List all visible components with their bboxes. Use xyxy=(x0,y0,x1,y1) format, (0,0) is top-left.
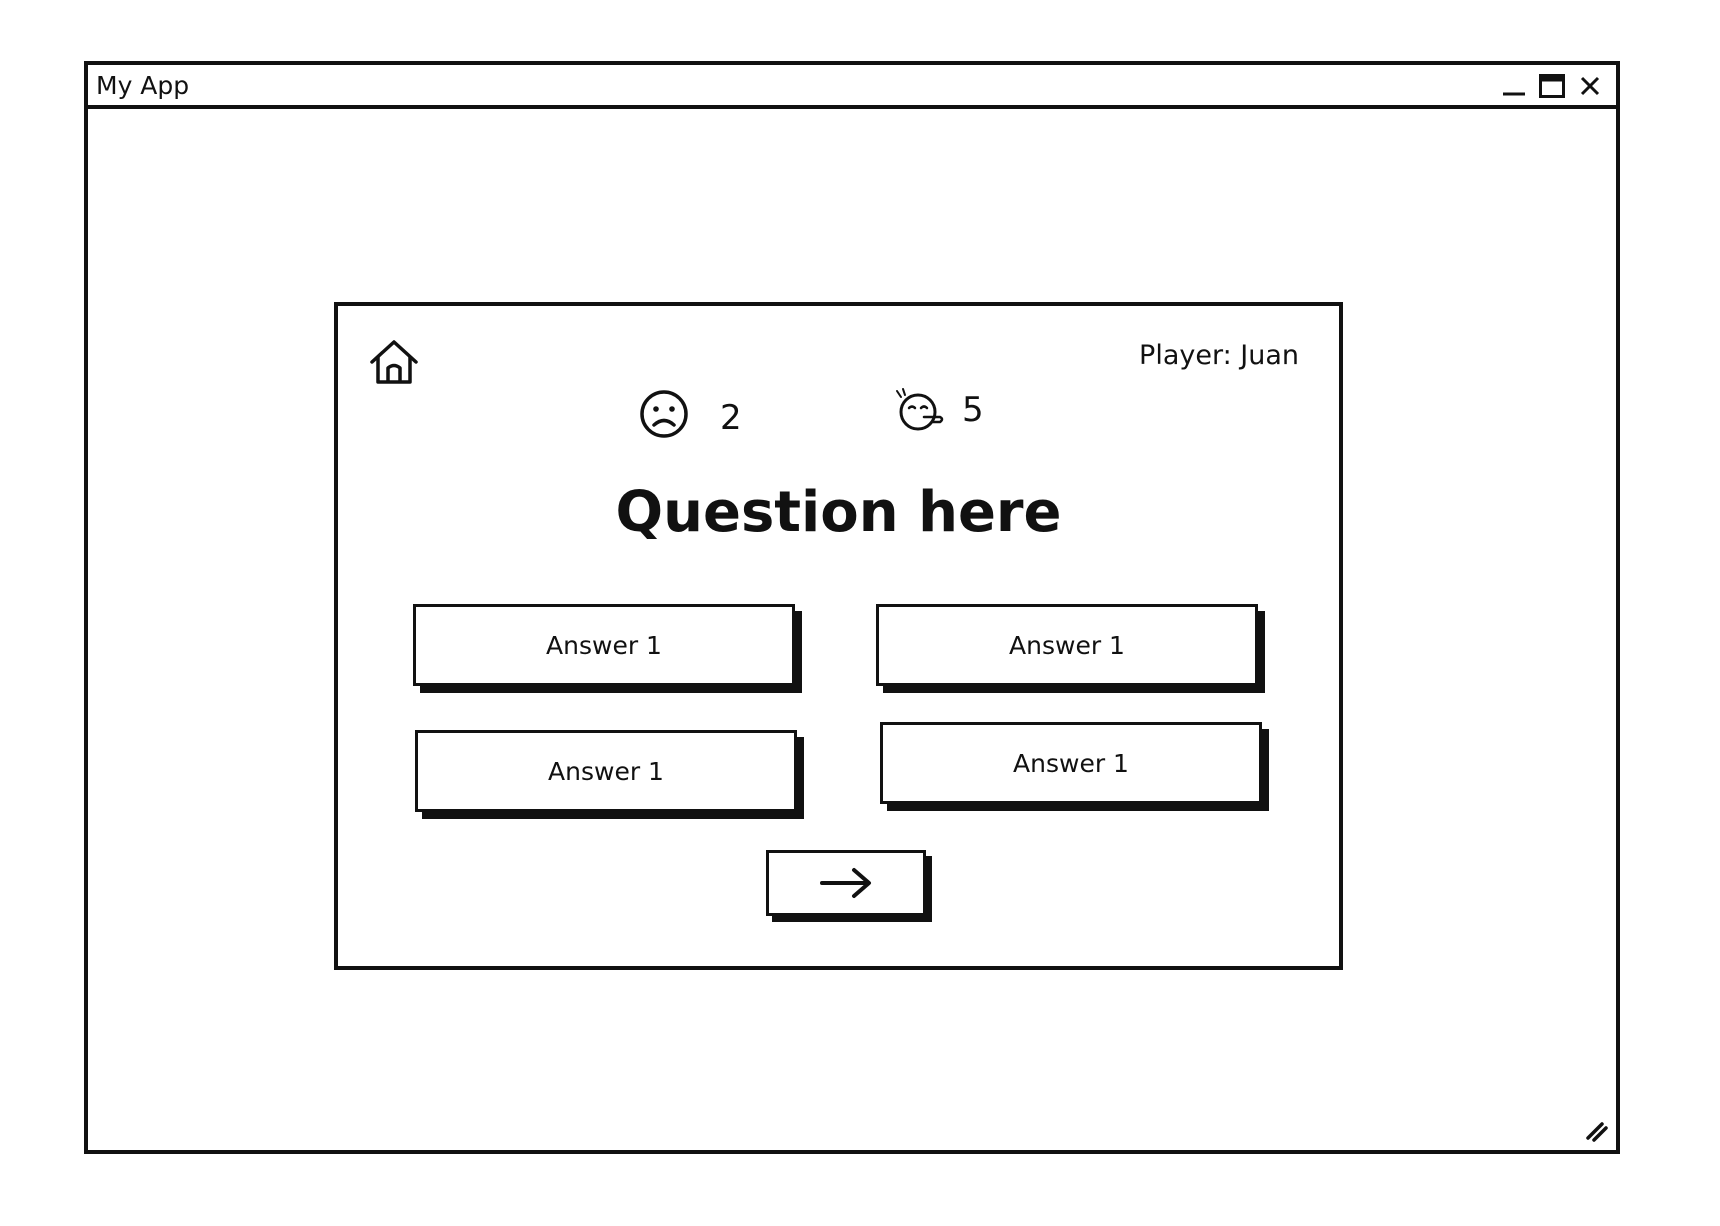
resize-grip-icon[interactable] xyxy=(1584,1118,1610,1144)
player-name: Player: Juan xyxy=(1139,340,1299,371)
home-icon xyxy=(370,340,418,384)
mistakes-counter: 2 xyxy=(638,388,742,440)
minimize-icon xyxy=(1503,92,1525,96)
app-window: My App xyxy=(84,61,1620,1154)
sad-face-icon xyxy=(640,390,688,438)
window-controls xyxy=(1498,71,1606,101)
home-button[interactable] xyxy=(368,338,420,388)
arrow-right-icon xyxy=(820,868,871,898)
window-title: My App xyxy=(96,71,190,100)
next-button[interactable] xyxy=(766,850,926,916)
title-bar: My App xyxy=(88,65,1616,109)
score-count: 5 xyxy=(962,390,984,430)
sleepy-face-icon xyxy=(896,388,944,431)
answer-button-3[interactable]: Answer 1 xyxy=(415,730,797,812)
score-counter: 5 xyxy=(894,386,984,434)
quiz-card: Player: Juan 2 5 Question here Answer 1 … xyxy=(334,302,1343,970)
maximize-button[interactable] xyxy=(1536,71,1568,101)
minimize-button[interactable] xyxy=(1498,71,1530,101)
mistakes-count: 2 xyxy=(720,398,742,438)
close-icon xyxy=(1580,76,1600,96)
answer-button-1[interactable]: Answer 1 xyxy=(413,604,795,686)
answer-button-2[interactable]: Answer 1 xyxy=(876,604,1258,686)
answer-button-4[interactable]: Answer 1 xyxy=(880,722,1262,804)
question-text: Question here xyxy=(615,480,1062,545)
close-button[interactable] xyxy=(1574,71,1606,101)
maximize-icon xyxy=(1539,74,1565,98)
